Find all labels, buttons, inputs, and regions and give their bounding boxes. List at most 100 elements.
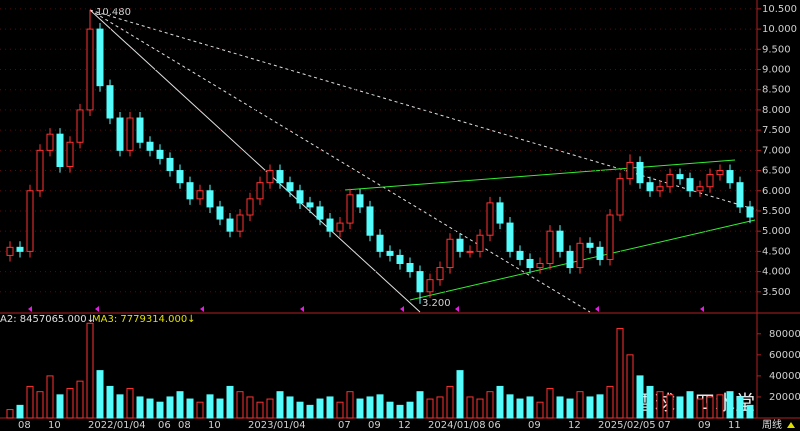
candle-body xyxy=(186,182,194,200)
candle-body xyxy=(466,250,474,253)
candle-body xyxy=(416,271,424,293)
candle-body xyxy=(626,161,634,180)
volume-bar xyxy=(536,401,544,419)
volume-bar xyxy=(106,385,114,419)
volume-bar xyxy=(516,398,524,419)
x-tick-label: 2023/01/04 xyxy=(248,420,306,431)
candle-body xyxy=(176,170,184,184)
volume-bar xyxy=(436,396,444,419)
volume-bar xyxy=(406,401,414,419)
y-tick-label: 20000 xyxy=(769,392,800,403)
y-tick-label: 10.000 xyxy=(762,24,797,35)
volume-bar xyxy=(56,394,64,419)
volume-bar xyxy=(416,391,424,419)
volume-bar xyxy=(196,401,204,419)
volume-bar xyxy=(246,396,254,419)
volume-bar xyxy=(616,328,624,419)
candle-body xyxy=(326,218,334,232)
volume-bar xyxy=(256,401,264,419)
candle-body xyxy=(456,238,464,252)
candle-body xyxy=(676,174,684,180)
candle-body xyxy=(726,170,734,184)
y-tick-label: 7.000 xyxy=(762,145,791,156)
candle-body xyxy=(396,254,404,265)
candle-body xyxy=(256,182,264,200)
candle-body xyxy=(526,258,534,269)
x-tick-label: 08 xyxy=(18,420,31,431)
candle-body xyxy=(86,28,94,111)
volume-bar xyxy=(386,401,394,419)
volume-bar xyxy=(96,370,104,419)
y-tick-label: 8.500 xyxy=(762,85,791,96)
y-tick-label: 10.500 xyxy=(762,4,797,15)
candle-body xyxy=(446,238,454,269)
volume-bar xyxy=(696,398,704,419)
candle-body xyxy=(206,190,214,208)
candle-body xyxy=(316,206,324,220)
candle-body xyxy=(406,263,414,273)
y-tick-label: 60000 xyxy=(769,350,800,361)
volume-bar xyxy=(566,398,574,419)
annotation: 3.200 xyxy=(422,298,451,309)
candle-body xyxy=(486,202,494,236)
x-tick-label: 08 xyxy=(178,420,191,431)
volume-bar xyxy=(636,375,644,419)
candle-body xyxy=(536,263,544,269)
volume-bar xyxy=(206,394,214,419)
candle-body xyxy=(246,198,254,216)
volume-bar xyxy=(186,398,194,419)
marker xyxy=(28,306,704,312)
legend-entry: A2: 8457065.000↓ xyxy=(0,314,95,325)
x-tick-label: 07 xyxy=(338,420,351,431)
volume-bar xyxy=(226,385,234,419)
x-tick-label: 09 xyxy=(528,420,541,431)
candle-body xyxy=(586,242,594,248)
volume-bar xyxy=(66,388,74,419)
y-tick-label: 5.000 xyxy=(762,226,791,237)
period-icon xyxy=(787,422,795,428)
candle-body xyxy=(656,186,664,192)
volume-bar xyxy=(746,404,754,419)
volume-bar xyxy=(496,385,504,419)
volume-bar xyxy=(626,354,634,419)
candle-body xyxy=(266,170,274,184)
candle-body xyxy=(226,218,234,232)
candle-body xyxy=(636,161,644,184)
x-tick-label: 2024/01/08 xyxy=(428,420,486,431)
candle-body xyxy=(426,279,434,293)
candle-body xyxy=(366,206,374,236)
candle-body xyxy=(566,250,574,269)
volume-bar xyxy=(716,394,724,419)
candle-body xyxy=(506,222,514,252)
annotation: 10.480 xyxy=(96,7,131,18)
candle-body xyxy=(26,190,34,252)
watermark: 雪球：四水堂 xyxy=(635,391,755,415)
volume-bar xyxy=(146,398,154,419)
candle-body xyxy=(126,117,134,151)
volume-bar xyxy=(236,391,244,419)
volume-bar xyxy=(646,385,654,419)
candle-body xyxy=(646,182,654,192)
volume-bar xyxy=(276,391,284,419)
volume-bar xyxy=(736,396,744,419)
candle-body xyxy=(196,190,204,200)
volume-bar xyxy=(526,396,534,419)
volume-bar xyxy=(556,396,564,419)
volume-bar xyxy=(166,396,174,419)
candle-body xyxy=(666,174,674,188)
volume-bar xyxy=(446,385,454,419)
candle-body xyxy=(356,194,364,208)
volume-bar xyxy=(356,398,364,419)
volume-bar xyxy=(396,404,404,419)
candle-body xyxy=(376,234,384,252)
volume-bar xyxy=(326,396,334,419)
x-tick-label: 07 xyxy=(658,420,671,431)
volume-bar xyxy=(486,391,494,419)
y-tick-label: 9.500 xyxy=(762,44,791,55)
volume-bar xyxy=(26,385,34,419)
candle-body xyxy=(436,267,444,281)
volume-bar xyxy=(576,391,584,419)
candle-body xyxy=(306,202,314,208)
volume-bar xyxy=(86,322,94,419)
